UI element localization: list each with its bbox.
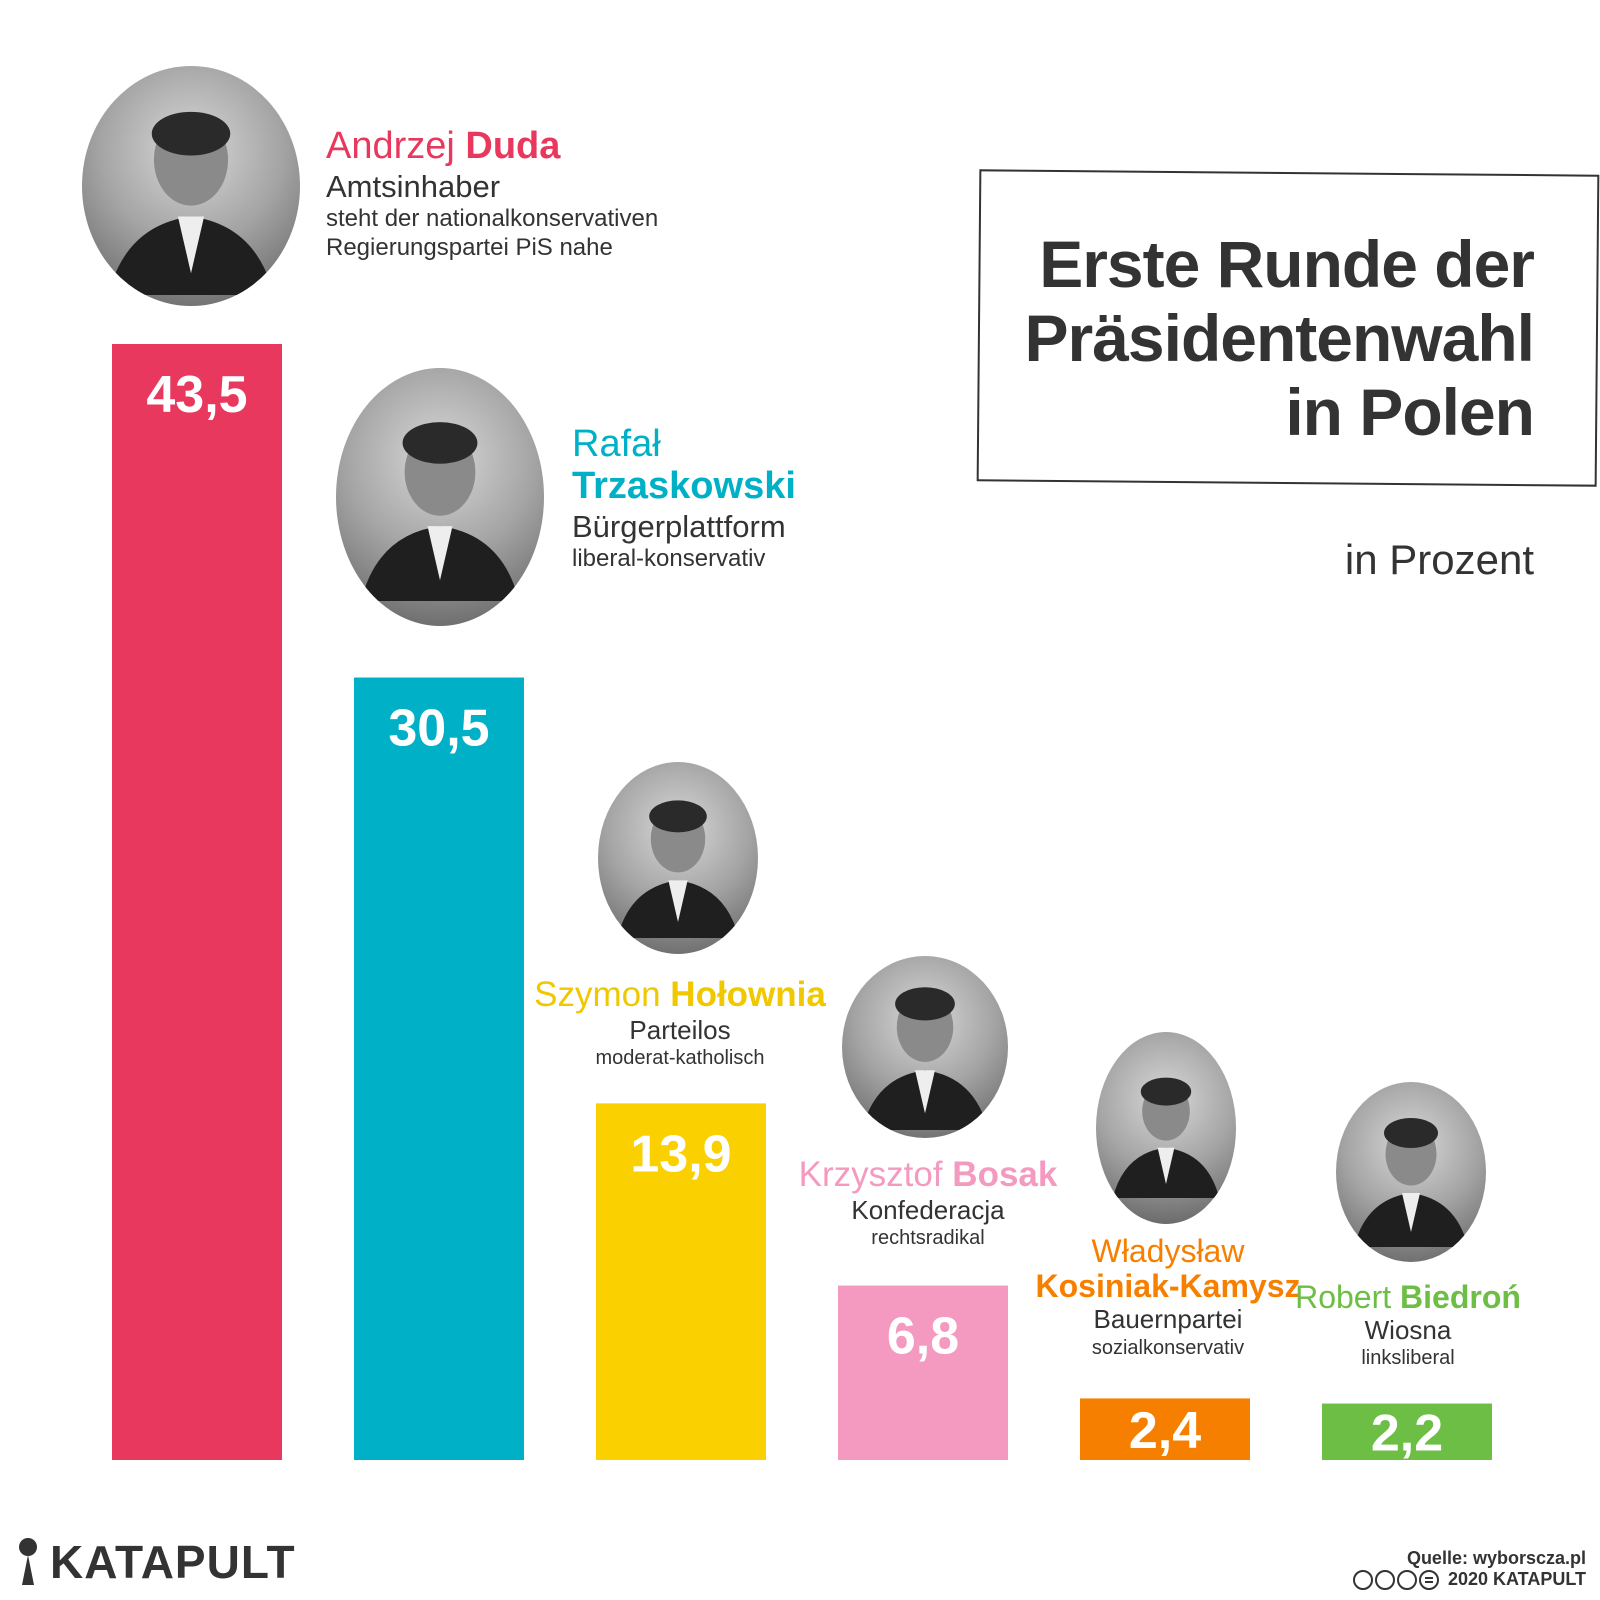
- photo-biedron: [1336, 1082, 1486, 1262]
- last-name: Hołownia: [670, 975, 826, 1014]
- source-label: Quelle: wyborscza.pl: [1406, 1548, 1586, 1568]
- description-2: Regierungspartei PiS nahe: [326, 233, 613, 261]
- value-label-trzaskowski: 30,5: [388, 700, 489, 758]
- portrait-icon: [1354, 1118, 1468, 1247]
- photo-bosak: [842, 956, 1008, 1138]
- chart-title: Erste Runde der Präsidentenwahl in Polen: [1024, 227, 1536, 449]
- copyright-text: 2020 KATAPULT: [1447, 1568, 1586, 1589]
- description: moderat-katholisch: [595, 1046, 765, 1069]
- candidate-name: Andrzej Duda: [326, 125, 658, 168]
- photo-duda: [82, 66, 300, 306]
- party-label: Amtsinhaber: [326, 168, 501, 204]
- candidate-label-kosiniak-kamysz: Władysław Kosiniak-Kamysz Bauernpartei s…: [1018, 1233, 1318, 1360]
- photo-kosiniak-kamysz: [1096, 1032, 1236, 1224]
- logo-text: KATAPULT: [50, 1536, 296, 1588]
- candidate-name: Szymon Hołownia: [530, 975, 830, 1015]
- bar-duda: [112, 344, 282, 1460]
- first-name: Andrzej: [326, 125, 455, 167]
- last-name: Kosiniak-Kamysz: [1018, 1269, 1318, 1304]
- creative-commons-icon: [1352, 1569, 1439, 1590]
- photo-trzaskowski: [336, 368, 544, 626]
- candidate-label-holownia: Szymon Hołownia Parteilos moderat-kathol…: [530, 975, 830, 1070]
- value-label-bosak: 6,8: [887, 1308, 959, 1366]
- value-label-kosiniak-kamysz: 2,4: [1129, 1402, 1201, 1460]
- bar-trzaskowski: [354, 677, 524, 1460]
- candidate-label-duda: Andrzej Duda Amtsinhaber steht der natio…: [326, 125, 659, 263]
- katapult-logo: KATAPULT: [14, 1535, 296, 1589]
- portrait-icon: [108, 111, 274, 295]
- description: steht der nationalkonservativen: [326, 204, 659, 232]
- value-label-biedron: 2,2: [1371, 1404, 1443, 1462]
- last-name: Bosak: [952, 1155, 1058, 1194]
- portrait-icon: [617, 800, 739, 938]
- first-name: Rafał: [572, 423, 661, 465]
- first-name: Władysław: [1091, 1233, 1245, 1269]
- party-label: Bürgerplattform: [572, 508, 786, 544]
- portrait-icon: [1112, 1077, 1220, 1198]
- party-label: Konfederacja: [851, 1194, 1005, 1225]
- bar-biedron: [1322, 1403, 1492, 1460]
- first-name: Krzysztof: [798, 1155, 943, 1194]
- first-name: Robert: [1295, 1279, 1392, 1315]
- portrait-icon: [861, 987, 989, 1130]
- description: linksliberal: [1361, 1347, 1455, 1370]
- party-label: Wiosna: [1364, 1315, 1452, 1346]
- candidate-label-trzaskowski: Rafał Trzaskowski Bürgerplattform libera…: [572, 423, 796, 574]
- party-label: Bauernpartei: [1093, 1304, 1243, 1335]
- candidate-name: Robert Biedroń: [1258, 1279, 1558, 1315]
- last-name: Trzaskowski: [572, 464, 796, 508]
- source-block: Quelle: wyborscza.pl 2020 KATAPULT: [1352, 1548, 1586, 1590]
- copyright-line: 2020 KATAPULT: [1352, 1568, 1586, 1590]
- catapult-icon: [19, 1538, 37, 1585]
- portrait-icon: [360, 422, 520, 601]
- last-name-text: Kosiniak-Kamysz: [1035, 1268, 1301, 1305]
- candidate-label-biedron: Robert Biedroń Wiosna linksliberal: [1258, 1279, 1558, 1370]
- bar-bosak: [838, 1285, 1008, 1460]
- description: rechtsradikal: [871, 1226, 985, 1249]
- value-label-duda: 43,5: [146, 366, 247, 424]
- candidate-label-bosak: Krzysztof Bosak Konfederacja rechtsradik…: [778, 1155, 1078, 1250]
- last-name-text: Trzaskowski: [572, 464, 796, 507]
- last-name: Duda: [465, 125, 561, 167]
- description: liberal-konservativ: [572, 544, 766, 572]
- unit-label: in Prozent: [1344, 536, 1534, 583]
- description: sozialkonservativ: [1091, 1336, 1245, 1359]
- party-label: Parteilos: [629, 1014, 731, 1045]
- last-name: Biedroń: [1400, 1279, 1521, 1315]
- value-label-holownia: 13,9: [630, 1125, 731, 1183]
- bar-holownia: [596, 1103, 766, 1460]
- photo-holownia: [598, 762, 758, 954]
- first-name: Szymon: [534, 975, 661, 1014]
- bar-kosiniak-kamysz: [1080, 1398, 1250, 1460]
- candidate-name: Krzysztof Bosak: [778, 1155, 1078, 1195]
